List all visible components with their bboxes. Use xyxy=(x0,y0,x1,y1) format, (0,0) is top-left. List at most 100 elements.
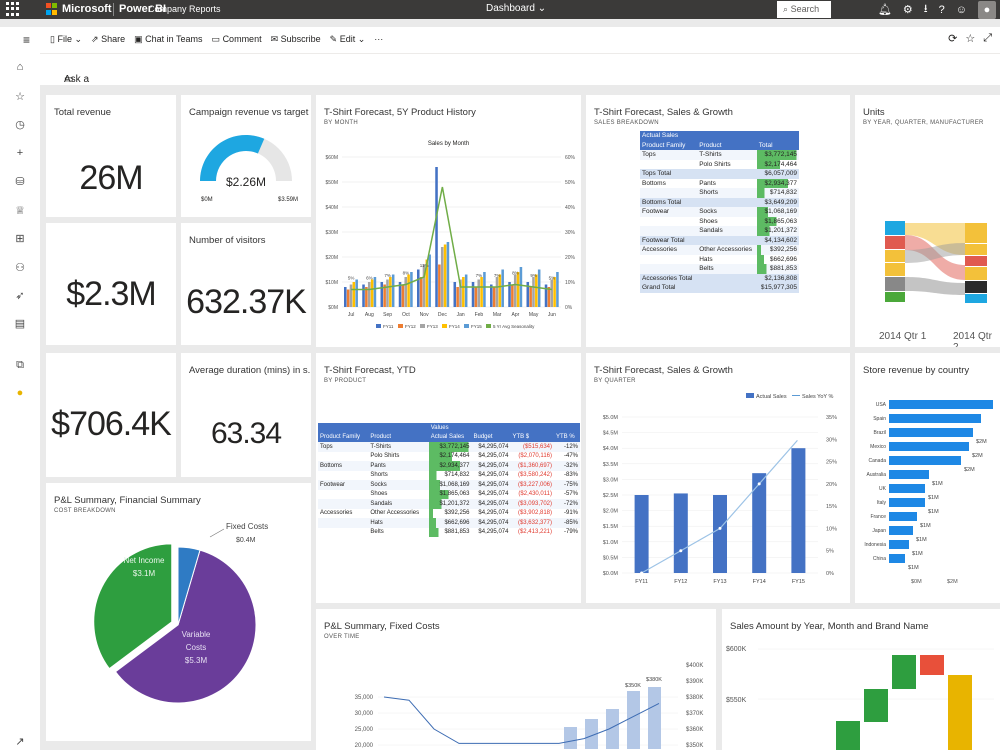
bar xyxy=(422,264,426,307)
tile-sales-growth-quarter[interactable]: T-Shirt Forecast, Sales & Growth BY QUAR… xyxy=(586,353,850,603)
column-header[interactable]: Budget xyxy=(473,434,493,441)
column-header[interactable]: Total xyxy=(758,141,773,149)
subscribe-button[interactable]: ✉︎ Subscribe xyxy=(271,34,321,45)
tile-forecast-5y[interactable]: T-Shirt Forecast, 5Y Product History BY … xyxy=(316,95,581,347)
tile-campaign-gauge[interactable]: Campaign revenue vs target $2.26M $0M $3… xyxy=(181,95,311,217)
bar xyxy=(889,554,905,563)
table-cell: -47% xyxy=(563,453,578,460)
column-header[interactable]: Product Family xyxy=(320,434,361,441)
tile-revenue-3[interactable]: $706.4K xyxy=(46,353,176,477)
table-row[interactable]: Grand Total $15,977,305 xyxy=(640,283,799,293)
table-row[interactable]: Tops T-Shirts $3,772,145 $4,295,074 ($515,63… xyxy=(318,442,580,452)
tile-sales-by-brand[interactable]: Sales Amount by Year, Month and Brand Na… xyxy=(722,609,1000,750)
legend-swatch xyxy=(486,324,491,328)
workspaces-icon[interactable]: ⧉ xyxy=(16,359,24,371)
column-header[interactable]: Actual Sales xyxy=(430,434,465,441)
column-header[interactable]: YTB % xyxy=(556,434,575,441)
table-row[interactable]: Shorts $714,832 $4,295,074 ($3,580,242) -83% xyxy=(318,470,580,480)
app-launcher-icon[interactable] xyxy=(6,2,20,16)
favorites-star-icon[interactable]: ☆ xyxy=(15,91,25,103)
data-label: 5% xyxy=(549,276,556,281)
avatar[interactable]: ● xyxy=(978,0,996,19)
bar xyxy=(391,274,395,307)
refresh-icon[interactable]: ⟳ xyxy=(948,33,958,45)
expand-arrow-icon[interactable]: ↗ xyxy=(15,736,25,748)
datasets-icon[interactable]: ⛁ xyxy=(15,176,25,188)
microsoft-logo-icon xyxy=(46,3,58,15)
workspace-name[interactable]: Company Reports xyxy=(148,4,221,14)
product-name[interactable]: Power BI xyxy=(119,3,167,15)
table-row[interactable]: Accessories Other Accessories $392,256 $4,2… xyxy=(318,508,580,518)
column-header[interactable]: Product xyxy=(370,434,392,441)
dashboard-switcher[interactable]: Dashboard ⌄ xyxy=(486,3,546,14)
help-icon[interactable]: ? xyxy=(938,3,945,16)
bar xyxy=(535,274,538,307)
learn-book-icon[interactable]: ▤ xyxy=(14,318,26,330)
table-row[interactable]: Footwear Total $4,134,602 xyxy=(640,235,799,245)
recent-clock-icon[interactable]: ◷ xyxy=(15,119,25,131)
table-row[interactable]: Shoes $1,865,063 xyxy=(640,216,799,226)
matrix-table: Actual Sales Product Family Product Total To… xyxy=(640,131,799,293)
deployment-rocket-icon[interactable]: ➶ xyxy=(15,290,25,302)
tile-avg-duration[interactable]: Average duration (mins) in s... 63.34 xyxy=(181,353,311,477)
table-row[interactable]: Tops Total $6,057,009 xyxy=(640,169,799,179)
table-row[interactable]: Sandals $1,201,372 $4,295,074 ($3,093,702) -… xyxy=(318,499,580,509)
table-row[interactable]: Bottoms Pants $2,934,377 xyxy=(640,178,799,188)
comment-button[interactable]: ▭ Comment xyxy=(212,34,262,45)
table-row[interactable]: Polo Shirts $2,174,464 xyxy=(640,159,799,169)
table-row[interactable]: Bottoms Total $3,649,209 xyxy=(640,197,799,207)
column-header[interactable]: Product xyxy=(699,141,722,149)
data-label: $1M xyxy=(908,565,919,571)
chat-in-teams-button[interactable]: ▣ Chat in Teams xyxy=(134,34,202,45)
gear-icon[interactable]: ⚙︎ xyxy=(902,4,913,16)
hamburger-icon[interactable]: ≡ xyxy=(23,33,31,47)
table-row[interactable]: Bottoms Pants $2,934,377 $4,295,074 ($1,360,… xyxy=(318,461,580,471)
table-row[interactable]: Accessories Other Accessories $392,256 xyxy=(640,245,799,255)
more-options-button[interactable]: ··· xyxy=(374,34,384,44)
tile-total-revenue[interactable]: Total revenue 26M xyxy=(46,95,176,217)
bell-icon[interactable]: 🔔︎ xyxy=(877,4,892,16)
column-header[interactable]: YTB $ xyxy=(512,434,530,441)
edit-button[interactable]: ✎ Edit ⌄ xyxy=(329,34,366,44)
download-icon[interactable]: ⭳ xyxy=(923,3,928,15)
create-plus-icon[interactable]: + xyxy=(16,147,24,159)
table-row[interactable]: Belts $881,853 xyxy=(640,264,799,274)
qa-bar[interactable]: ▭ Ask a question about your data xyxy=(40,53,1000,129)
data-label: $1M xyxy=(932,481,943,487)
tile-pl-summary[interactable]: P&L Summary, Financial Summary COST BREA… xyxy=(46,483,311,741)
goals-trophy-icon[interactable]: ♕ xyxy=(15,205,25,217)
tile-store-revenue[interactable]: Store revenue by country USA Spain Brazil $… xyxy=(855,353,1000,603)
table-row[interactable]: Polo Shirts $2,174,464 $4,295,074 ($2,070,1… xyxy=(318,451,580,461)
share-button[interactable]: ⇗ Share xyxy=(91,34,125,45)
bar xyxy=(889,456,961,465)
search-input[interactable]: ⌕ Search xyxy=(777,1,831,18)
shared-with-me-icon[interactable]: ⚇ xyxy=(15,262,25,274)
tile-revenue-2[interactable]: $2.3M xyxy=(46,223,176,345)
table-row[interactable]: Shorts $714,832 xyxy=(640,188,799,198)
tile-ytd-matrix[interactable]: T-Shirt Forecast, YTD BY PRODUCT Values P… xyxy=(316,353,581,603)
tile-visitors[interactable]: Number of visitors 632.37K xyxy=(181,223,311,345)
table-row[interactable]: Footwear Socks $1,068,169 xyxy=(640,207,799,217)
tile-fixed-costs[interactable]: P&L Summary, Fixed Costs OVER TIME 20,00… xyxy=(316,609,716,750)
apps-icon[interactable]: ⊞ xyxy=(15,233,25,245)
table-row[interactable]: Hats $662,696 $4,295,074 ($3,632,377) -85% xyxy=(318,518,580,528)
table-row[interactable]: Belts $881,853 $4,295,074 ($2,413,221) -79% xyxy=(318,527,580,537)
tile-sales-breakdown[interactable]: T-Shirt Forecast, Sales & Growth SALES B… xyxy=(586,95,850,347)
table-row[interactable]: Accessories Total $2,136,808 xyxy=(640,273,799,283)
table-row[interactable]: Shoes $1,865,063 $4,295,074 ($2,430,011) -57… xyxy=(318,489,580,499)
home-icon[interactable]: ⌂ xyxy=(16,61,24,73)
x-tick-label: Jul xyxy=(348,312,354,318)
column-header[interactable]: Product Family xyxy=(642,141,686,149)
table-cell: -32% xyxy=(563,462,578,469)
table-row[interactable]: Tops T-Shirts $3,772,145 xyxy=(640,150,799,160)
table-row[interactable]: Sandals $1,201,372 xyxy=(640,226,799,236)
fullscreen-icon[interactable]: ⤢ xyxy=(983,32,992,44)
workspace-badge-icon[interactable]: ● xyxy=(16,387,24,399)
table-row[interactable]: Hats $662,696 xyxy=(640,254,799,264)
smiley-icon[interactable]: ☺︎ xyxy=(955,3,967,16)
tile-units[interactable]: Units BY YEAR, QUARTER, MANUFACTURER 201… xyxy=(855,95,1000,347)
file-menu[interactable]: ▯ File ⌄ xyxy=(50,34,83,44)
bar xyxy=(367,282,371,307)
favorite-star-icon[interactable]: ☆ xyxy=(965,33,976,45)
table-row[interactable]: Footwear Socks $1,068,169 $4,295,074 ($3,227… xyxy=(318,480,580,490)
